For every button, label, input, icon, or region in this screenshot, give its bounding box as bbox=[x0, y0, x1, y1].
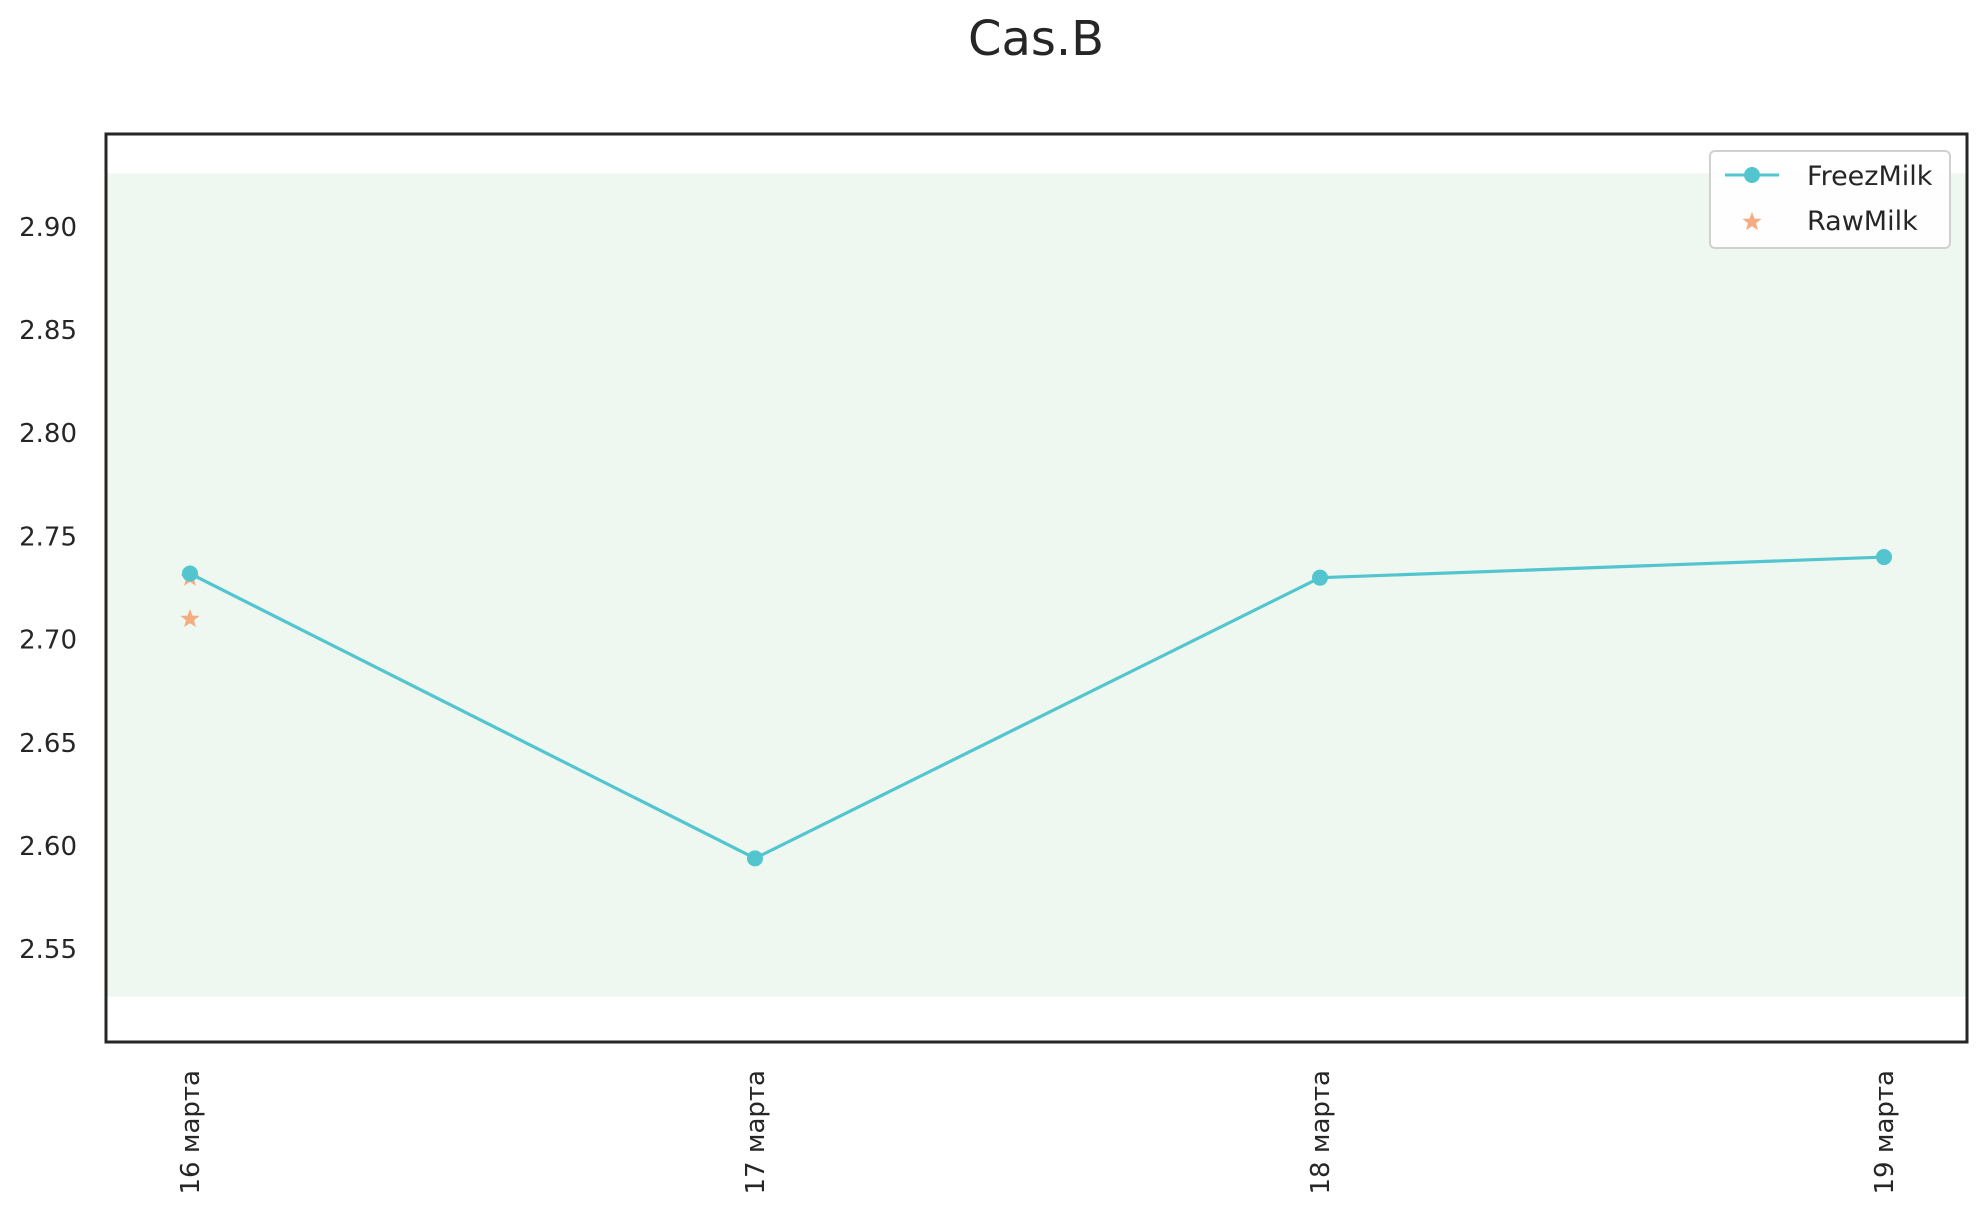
y-tick-label: 2.55 bbox=[19, 935, 77, 965]
series-layer bbox=[180, 549, 1892, 867]
freezmilk-point bbox=[747, 850, 763, 867]
y-tick-label: 2.90 bbox=[19, 213, 77, 243]
shaded-band bbox=[107, 173, 1966, 997]
x-axis: 16 марта 17 марта 18 марта 19 марта bbox=[176, 1070, 1900, 1194]
chart-title: Cas.B bbox=[968, 11, 1104, 67]
legend-freezmilk-marker bbox=[1744, 167, 1760, 183]
rawmilk-point bbox=[180, 609, 200, 627]
x-tick-label: 16 марта bbox=[176, 1070, 206, 1194]
freezmilk-point bbox=[1312, 569, 1328, 586]
legend-rawmilk-label: RawMilk bbox=[1807, 206, 1918, 237]
x-tick-label: 17 марта bbox=[741, 1070, 771, 1194]
y-tick-label: 2.65 bbox=[19, 729, 77, 759]
freezmilk-point bbox=[1876, 549, 1892, 566]
x-tick-label: 18 марта bbox=[1306, 1070, 1336, 1194]
legend-freezmilk-label: FreezMilk bbox=[1807, 161, 1933, 192]
y-tick-label: 2.75 bbox=[19, 522, 77, 552]
x-tick-label: 19 марта bbox=[1870, 1070, 1900, 1194]
freezmilk-point bbox=[182, 565, 198, 582]
y-axis: 2.55 2.60 2.65 2.70 2.75 2.80 2.85 2.90 bbox=[19, 213, 77, 965]
legend-rawmilk-marker bbox=[1742, 212, 1762, 231]
y-tick-label: 2.85 bbox=[19, 316, 77, 346]
y-tick-label: 2.80 bbox=[19, 419, 77, 449]
freezmilk-line bbox=[189, 555, 1885, 861]
legend: FreezMilk RawMilk bbox=[1709, 150, 1951, 249]
plot-frame bbox=[104, 132, 1969, 1044]
y-tick-label: 2.60 bbox=[19, 832, 77, 862]
y-tick-label: 2.70 bbox=[19, 626, 77, 656]
